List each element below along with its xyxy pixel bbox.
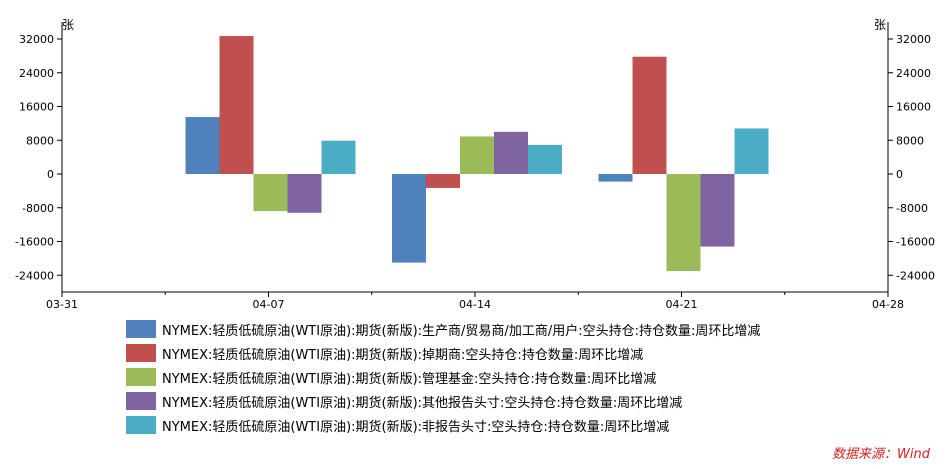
left-y-tick-label: 0: [47, 168, 54, 181]
right-y-unit: 张: [874, 18, 886, 32]
bar-04-21-s1: [598, 174, 633, 182]
legend-swatch: [126, 416, 156, 434]
x-tick-label: 04-28: [872, 298, 904, 310]
bar-04-07-s1: [185, 117, 220, 174]
right-y-tick-label: 32000: [896, 33, 931, 46]
right-y-tick-label: 8000: [896, 134, 924, 147]
bar-chart: 32000 32000 24000 24000 16000 16000 8000 8000 0 0…: [15, 18, 935, 310]
chart-axes: [57, 22, 893, 297]
chart-bars: [185, 36, 769, 272]
legend-swatch: [126, 368, 156, 386]
legend-item: NYMEX:轻质低硫原油(WTI原油):期货(新版):管理基金:空头持仓:持仓数…: [126, 366, 760, 388]
bar-04-14-s1: [392, 174, 426, 263]
left-y-unit: 张: [62, 18, 74, 32]
left-y-tick-label: 32000: [19, 33, 54, 46]
right-y-tick-label: 16000: [896, 101, 931, 114]
left-y-tick-label: 16000: [19, 101, 54, 114]
left-y-tick-label: -8000: [22, 202, 54, 215]
x-tick-label: 03-31: [46, 298, 78, 310]
legend-item: NYMEX:轻质低硫原油(WTI原油):期货(新版):掉期商:空头持仓:持仓数量…: [126, 342, 760, 364]
legend-item: NYMEX:轻质低硫原油(WTI原油):期货(新版):其他报告头寸:空头持仓:持…: [126, 390, 760, 412]
bar-04-21-s3: [666, 174, 701, 272]
bar-04-14-s4: [494, 131, 528, 174]
bar-04-07-s3: [253, 174, 288, 212]
source-note: 数据来源：Wind: [832, 447, 930, 462]
bar-04-21-s5: [734, 128, 769, 174]
right-y-tick-label: -16000: [896, 236, 935, 249]
legend-label: NYMEX:轻质低硫原油(WTI原油):期货(新版):非报告头寸:空头持仓:持仓…: [162, 419, 670, 435]
bar-04-14-s2: [426, 174, 460, 188]
x-tick-label: 04-21: [666, 298, 698, 310]
right-y-tick-label: 0: [896, 168, 903, 181]
right-y-tick-label: -8000: [896, 202, 928, 215]
bar-04-07-s5: [321, 140, 356, 174]
legend-label: NYMEX:轻质低硫原油(WTI原油):期货(新版):管理基金:空头持仓:持仓数…: [162, 371, 657, 387]
x-tick-label: 04-07: [253, 298, 285, 310]
x-tick-label: 04-14: [459, 298, 491, 310]
legend-label: NYMEX:轻质低硫原油(WTI原油):期货(新版):掉期商:空头持仓:持仓数量…: [162, 347, 644, 363]
legend-swatch: [126, 392, 156, 410]
legend-label: NYMEX:轻质低硫原油(WTI原油):期货(新版):生产商/贸易商/加工商/用…: [162, 323, 761, 339]
bar-04-14-s5: [528, 144, 562, 174]
left-y-tick-label: 8000: [26, 134, 54, 147]
bar-04-07-s4: [287, 174, 322, 213]
bar-04-21-s2: [632, 56, 667, 174]
legend-label: NYMEX:轻质低硫原油(WTI原油):期货(新版):其他报告头寸:空头持仓:持…: [162, 395, 683, 411]
legend-item: NYMEX:轻质低硫原油(WTI原油):期货(新版):非报告头寸:空头持仓:持仓…: [126, 414, 760, 436]
right-y-tick-label: 24000: [896, 67, 931, 80]
legend-item: NYMEX:轻质低硫原油(WTI原油):期货(新版):生产商/贸易商/加工商/用…: [126, 318, 760, 340]
chart-legend: NYMEX:轻质低硫原油(WTI原油):期货(新版):生产商/贸易商/加工商/用…: [126, 318, 760, 438]
left-y-tick-label: 24000: [19, 67, 54, 80]
legend-swatch: [126, 344, 156, 362]
bar-04-21-s4: [700, 174, 735, 247]
legend-swatch: [126, 320, 156, 338]
bar-04-14-s3: [460, 136, 494, 174]
bar-04-07-s2: [219, 36, 254, 174]
left-y-tick-label: -16000: [15, 236, 54, 249]
chart-tick-labels: 32000 32000 24000 24000 16000 16000 8000 8000 0 0…: [15, 18, 935, 310]
right-y-tick-label: -24000: [896, 269, 935, 282]
left-y-tick-label: -24000: [15, 269, 54, 282]
